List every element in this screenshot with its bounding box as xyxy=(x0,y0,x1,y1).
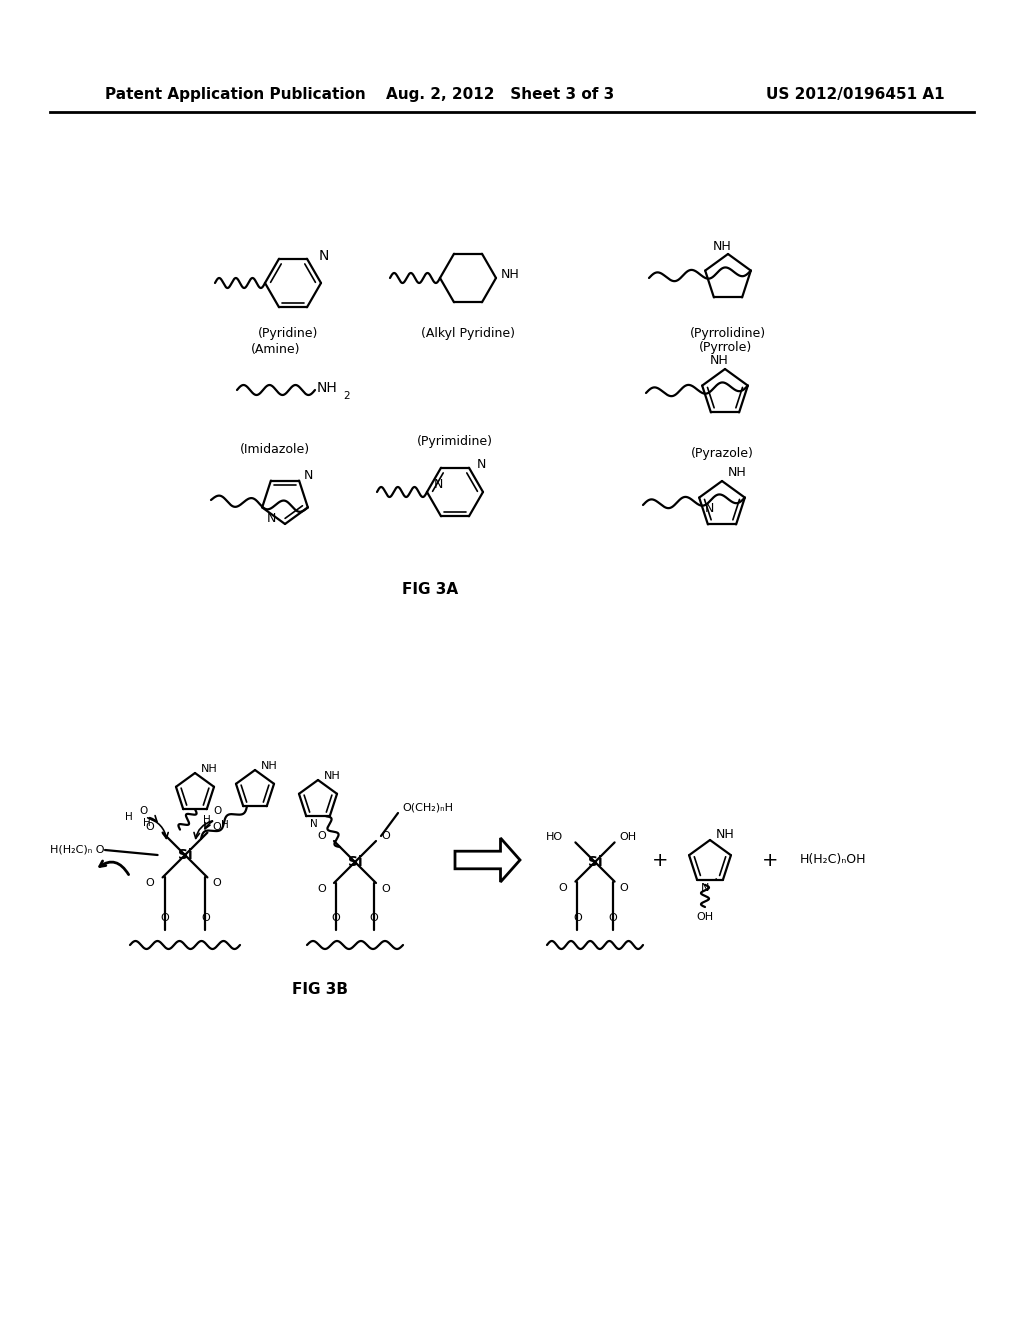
Text: O: O xyxy=(201,913,210,923)
Text: N: N xyxy=(433,478,442,491)
Text: NH: NH xyxy=(501,268,520,281)
Text: NH: NH xyxy=(716,829,735,842)
Text: O: O xyxy=(212,821,221,832)
Text: Si: Si xyxy=(178,847,193,862)
Text: NH: NH xyxy=(261,762,278,771)
Text: (Pyrazole): (Pyrazole) xyxy=(690,446,754,459)
Text: O: O xyxy=(212,878,221,888)
Text: Si: Si xyxy=(348,855,362,869)
Text: (Pyrimidine): (Pyrimidine) xyxy=(417,436,493,449)
Text: O: O xyxy=(620,883,629,892)
Text: N: N xyxy=(304,469,313,482)
Text: (Pyridine): (Pyridine) xyxy=(258,326,318,339)
Text: O: O xyxy=(608,913,617,923)
Text: H: H xyxy=(203,814,211,825)
Text: N: N xyxy=(477,458,486,471)
Text: H(H₂C)ₙ O: H(H₂C)ₙ O xyxy=(50,845,105,855)
Text: N: N xyxy=(701,883,710,892)
Text: O: O xyxy=(381,832,390,841)
Text: +: + xyxy=(762,850,778,870)
Text: NH: NH xyxy=(324,771,341,781)
Text: OH: OH xyxy=(620,833,637,842)
Text: +: + xyxy=(651,850,669,870)
Text: N: N xyxy=(319,248,330,263)
Text: (Amine): (Amine) xyxy=(251,343,301,356)
Text: N: N xyxy=(706,502,715,515)
Text: HO: HO xyxy=(546,833,563,842)
Text: O: O xyxy=(381,884,390,894)
Text: NH: NH xyxy=(713,239,732,252)
Text: NH: NH xyxy=(728,466,746,479)
Text: (Alkyl Pyridine): (Alkyl Pyridine) xyxy=(421,326,515,339)
Text: N: N xyxy=(310,820,318,829)
Text: FIG 3A: FIG 3A xyxy=(402,582,458,598)
Text: FIG 3B: FIG 3B xyxy=(292,982,348,998)
Text: ·: · xyxy=(714,873,718,887)
Text: US 2012/0196451 A1: US 2012/0196451 A1 xyxy=(766,87,945,103)
Text: Patent Application Publication: Patent Application Publication xyxy=(105,87,366,103)
Text: O: O xyxy=(145,878,155,888)
Text: O(CH₂)ₙH: O(CH₂)ₙH xyxy=(402,803,453,813)
Text: O: O xyxy=(139,807,147,816)
Text: H: H xyxy=(125,812,133,822)
Text: 2: 2 xyxy=(343,391,349,401)
Text: O: O xyxy=(559,883,567,892)
Text: OH: OH xyxy=(696,912,714,921)
Text: O: O xyxy=(573,913,582,923)
Text: NH: NH xyxy=(711,355,729,367)
Text: O: O xyxy=(145,821,155,832)
Text: O: O xyxy=(317,832,326,841)
Text: O: O xyxy=(213,807,221,816)
Polygon shape xyxy=(455,838,520,882)
Text: NH: NH xyxy=(201,764,218,774)
Text: NH: NH xyxy=(317,381,338,395)
Text: H: H xyxy=(143,818,151,828)
Text: Aug. 2, 2012   Sheet 3 of 3: Aug. 2, 2012 Sheet 3 of 3 xyxy=(386,87,614,103)
Text: O: O xyxy=(160,913,169,923)
Text: H(H₂C)ₙOH: H(H₂C)ₙOH xyxy=(800,854,866,866)
Text: O: O xyxy=(370,913,379,923)
Text: Si: Si xyxy=(588,855,602,869)
Text: O: O xyxy=(332,913,340,923)
Text: N: N xyxy=(267,512,276,525)
Text: H: H xyxy=(221,820,229,830)
Text: (Pyrrole): (Pyrrole) xyxy=(698,342,752,355)
Text: (Pyrrolidine): (Pyrrolidine) xyxy=(690,326,766,339)
Text: (Imidazole): (Imidazole) xyxy=(240,444,310,457)
Text: O: O xyxy=(317,884,326,894)
